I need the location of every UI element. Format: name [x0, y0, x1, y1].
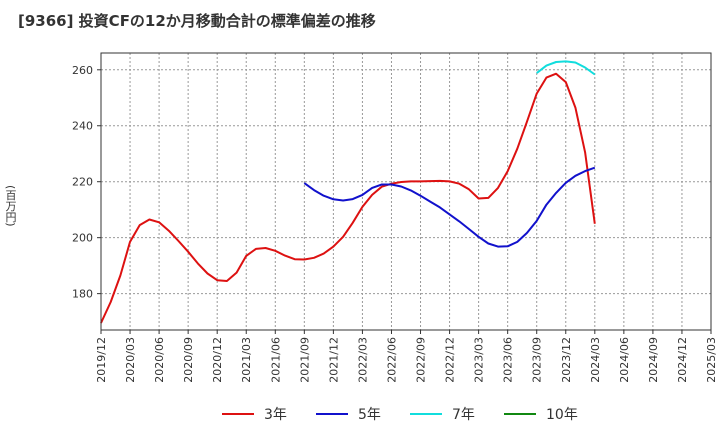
y-tick-label: 260: [72, 64, 93, 77]
x-tick-label: 2020/03: [124, 337, 137, 383]
series-line-0: [100, 72, 596, 324]
x-tick-label: 2022/09: [415, 337, 428, 383]
x-tick-label: 2019/12: [95, 337, 108, 383]
x-tick-label: 2023/12: [560, 337, 573, 383]
series-lines: [100, 60, 596, 324]
x-tick-label: 2022/06: [385, 337, 398, 383]
series-line-1: [303, 166, 596, 248]
y-tick-label: 240: [72, 120, 93, 133]
x-tick-label: 2023/06: [502, 337, 515, 383]
plot-area-frame: [100, 52, 712, 331]
x-tick-label: 2020/06: [153, 337, 166, 383]
x-tick-label: 2023/09: [531, 337, 544, 383]
y-axis-ticks: 180 200 220 240 260: [72, 64, 101, 301]
legend-label-2: 7年: [452, 407, 475, 423]
x-tick-label: 2021/09: [298, 337, 311, 383]
y-tick-label: 220: [72, 176, 93, 189]
y-tick-label: 200: [72, 232, 93, 245]
x-tick-label: 2021/03: [240, 337, 253, 383]
legend: 3年 5年 7年 10年: [222, 407, 578, 423]
x-tick-label: 2025/03: [705, 337, 718, 383]
grid-lines: [100, 53, 712, 330]
x-tick-label: 2022/12: [444, 337, 457, 383]
y-tick-label: 180: [72, 288, 93, 301]
x-tick-label: 2021/12: [327, 337, 340, 383]
legend-label-1: 5年: [358, 407, 381, 423]
x-tick-label: 2024/03: [589, 337, 602, 383]
chart-title: [9366] 投資CFの12か月移動合計の標準偏差の推移: [18, 12, 376, 30]
x-axis-ticks: 2019/12 2020/03 2020/06 2020/09 2020/12 2021/…: [95, 330, 718, 383]
legend-label-3: 10年: [546, 407, 578, 423]
y-axis-unit-label: (百万円): [4, 185, 17, 227]
legend-label-0: 3年: [264, 407, 287, 423]
x-tick-label: 2024/12: [676, 337, 689, 383]
x-tick-label: 2022/03: [356, 337, 369, 383]
series-line-2: [536, 60, 596, 76]
x-tick-label: 2021/06: [269, 337, 282, 383]
x-tick-label: 2024/09: [647, 337, 660, 383]
x-tick-label: 2020/09: [182, 337, 195, 383]
x-tick-label: 2024/06: [618, 337, 631, 383]
x-tick-label: 2020/12: [211, 337, 224, 383]
x-tick-label: 2023/03: [473, 337, 486, 383]
